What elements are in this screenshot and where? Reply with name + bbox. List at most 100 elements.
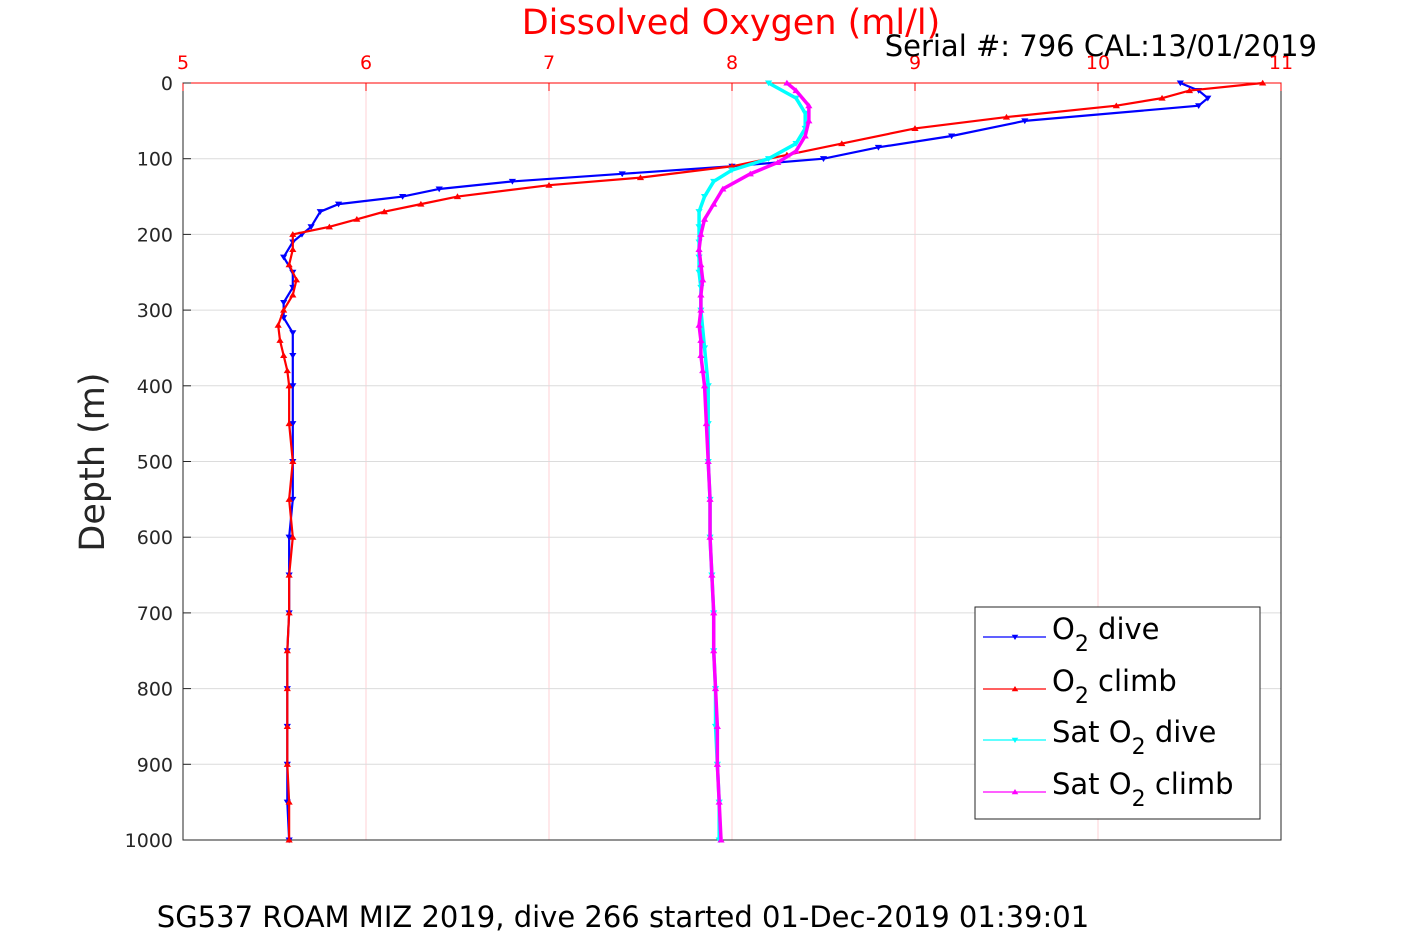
data-point [280,254,288,261]
data-point [697,261,705,268]
serial-cal-label: Serial #: 796 CAL:13/01/2019 [885,29,1317,63]
data-point [289,246,297,253]
x-tick-label: 10 [1086,52,1110,74]
y-tick-label: 0 [161,73,173,95]
data-point [1176,80,1184,87]
legend-label: Sat O2 climb [1052,767,1234,812]
data-point [765,80,773,87]
legend-label: Sat O2 dive [1052,715,1216,760]
data-point [697,337,705,343]
x-tick-label: 8 [726,52,738,74]
data-point [792,141,800,147]
data-point [285,571,293,578]
data-point [435,186,443,193]
data-point [699,276,707,283]
y-tick-label: 100 [137,149,173,171]
data-point [289,458,297,465]
data-point [334,201,343,208]
data-point [695,209,703,215]
y-tick-label: 1000 [125,830,173,852]
data-point [353,216,361,222]
data-point [697,352,705,359]
data-point [706,496,714,502]
x-tick-label: 6 [360,52,372,74]
y-tick-label: 500 [137,452,173,474]
data-point [399,194,407,200]
data-point [636,174,645,181]
data-point [805,117,813,124]
data-point [801,110,809,117]
data-point [289,533,297,540]
data-point [285,836,293,843]
data-point [715,798,723,805]
legend-marker [1011,789,1019,795]
data-point [289,330,297,337]
data-point [702,420,710,427]
data-point [710,178,718,185]
y-tick-label: 900 [137,754,173,776]
data-point [283,647,291,654]
data-point [285,420,293,427]
data-point [325,223,333,230]
data-point [792,147,800,154]
data-point [697,231,705,237]
data-point [289,353,297,359]
data-point [700,382,709,389]
data-point [700,194,709,200]
data-point [618,171,626,178]
data-point [783,79,791,86]
data-point [285,382,293,389]
legend-label: O2 climb [1052,664,1177,709]
data-point [508,178,516,185]
legend-marker [1011,634,1019,640]
legend: O2 dive O2 climb Sat O2 dive Sat O2 climb [974,606,1261,820]
chart-title: Dissolved Oxygen (ml/l) [522,3,941,43]
data-point [292,276,301,283]
data-point [728,163,736,169]
y-tick-label: 300 [137,300,173,322]
data-point [316,209,324,215]
data-point [699,367,707,374]
data-point [706,533,714,540]
x-tick-label: 5 [177,52,189,74]
data-point [700,216,709,222]
data-point [710,200,718,207]
data-point [695,246,703,253]
data-point [274,322,282,328]
data-point [719,185,727,192]
data-point [545,181,553,188]
x-tick-label: 7 [543,52,555,74]
data-point [717,836,725,843]
x-axis-ticks: 5 6 7 8 9 10 11 [177,52,1293,91]
data-point [285,609,293,616]
data-point [697,306,705,313]
data-point [289,421,297,427]
data-point [713,761,721,767]
data-point [801,132,809,139]
data-point [697,291,705,298]
footer-caption: SG537 ROAM MIZ 2019, dive 266 started 01… [157,900,1089,934]
data-point [704,458,712,465]
data-point [792,87,800,94]
data-point [948,133,956,140]
data-point [289,496,297,503]
data-series [274,79,1267,844]
data-point [280,306,288,313]
data-point [1259,79,1267,86]
data-point [700,345,709,352]
y-tick-label: 600 [137,527,173,549]
data-point [1195,103,1203,109]
series-sat-o2-climb [695,79,813,843]
data-point [911,125,919,131]
data-point [289,291,297,298]
data-point [453,193,462,200]
data-point [417,200,425,207]
data-point [276,337,284,343]
data-point [805,102,813,109]
data-point [1021,118,1029,125]
data-point [874,144,882,151]
data-point [280,352,288,359]
data-point [838,140,846,147]
x-tick-label: 11 [1269,52,1293,74]
